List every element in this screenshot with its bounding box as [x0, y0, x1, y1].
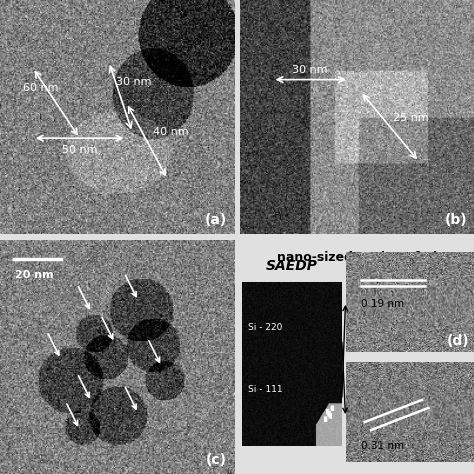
Text: (c): (c) [206, 453, 227, 467]
Text: 0.31 nm: 0.31 nm [362, 441, 405, 451]
Text: 40 nm: 40 nm [153, 128, 189, 137]
Text: 50 nm: 50 nm [62, 145, 97, 155]
Text: 30 nm: 30 nm [116, 77, 151, 87]
Text: Si - 220: Si - 220 [247, 323, 282, 332]
Text: 0.19 nm: 0.19 nm [362, 299, 405, 309]
Text: Si - 111: Si - 111 [247, 384, 282, 393]
Text: (b): (b) [444, 213, 467, 227]
Text: nano-sized grains of Si: nano-sized grains of Si [277, 251, 437, 264]
Text: 20 nm: 20 nm [15, 270, 54, 280]
Text: (a): (a) [205, 213, 227, 227]
Text: SAEDP: SAEDP [266, 259, 318, 273]
Text: 25 nm: 25 nm [393, 113, 428, 123]
Text: (d): (d) [447, 334, 469, 348]
Text: 30 nm: 30 nm [292, 65, 328, 75]
Text: 60 nm: 60 nm [23, 83, 59, 93]
Text: nano-sized grains of Si: nano-sized grains of Si [37, 251, 197, 264]
